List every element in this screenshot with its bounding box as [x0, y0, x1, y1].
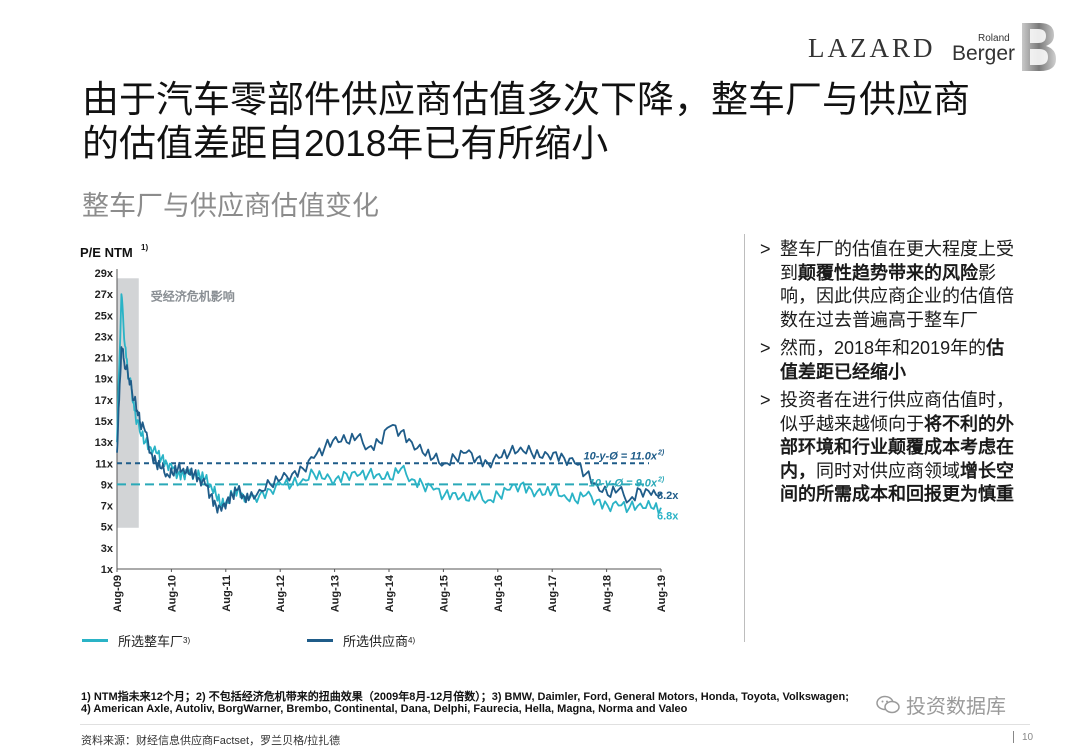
bullet-text: 影响，因此供应商企业的估值倍数在过去普遍高于整车厂 — [780, 262, 1014, 330]
lazard-logo: LAZARD — [808, 33, 936, 63]
b-logo-icon — [1022, 23, 1056, 71]
bullet-emphasis: 颠覆性趋势带来的风险 — [798, 262, 978, 283]
bullet-emphasis: 增长空间的所需成本和回报更为慎重 — [780, 460, 1014, 505]
divider-line — [744, 234, 745, 642]
y-tick-label: 23x — [95, 331, 114, 343]
bullet-item: > 然而，2018年和2019年的估值差距已经缩小 — [760, 337, 1020, 384]
y-axis-title-sup: 1) — [141, 243, 148, 252]
crisis-shaded-area — [117, 278, 139, 528]
x-tick-label: Aug-17 — [547, 575, 559, 612]
end-value-label: 8.2x — [657, 490, 679, 502]
roland-text: Roland — [978, 33, 1010, 44]
berger-text: Berger — [952, 42, 1016, 65]
x-tick-label: Aug-12 — [275, 575, 287, 612]
y-tick-label: 21x — [95, 353, 114, 365]
supplier-series-line — [116, 346, 662, 514]
footer-divider — [80, 724, 1030, 725]
reference-label-sup: 2) — [657, 449, 665, 456]
page-title: 由于汽车零部件供应商估值多次下降，整车厂与供应商 的估值差距自2018年已有所缩… — [82, 78, 1022, 166]
footnote-1: 1) NTM指未来12个月；2) 不包括经济危机带来的扭曲效果（2009年8月-… — [81, 691, 849, 703]
y-tick-label: 29x — [95, 268, 114, 280]
bullet-item: > 投资者在进行供应商估值时，似乎越来越倾向于将不利的外部环境和行业颠覆成本考虑在… — [760, 389, 1020, 507]
legend-supplier-swatch — [307, 639, 333, 642]
legend-oem-sup: 3) — [183, 636, 191, 645]
y-tick-label: 9x — [101, 479, 114, 491]
end-value-label: 6.8x — [657, 511, 679, 523]
y-tick-label: 7x — [101, 501, 114, 513]
footnote-2: 4) American Axle, Autoliv, BorgWarner, B… — [81, 703, 688, 715]
oem-series-line — [116, 293, 662, 515]
x-tick-label: Aug-19 — [656, 575, 668, 612]
bullet-text: 投资者在进行供应商估值时，似乎越来越倾向于 — [780, 390, 1014, 434]
roland-berger-logo: Roland Berger — [952, 23, 1062, 79]
x-tick-label: Aug-14 — [384, 574, 396, 612]
crisis-label: 受经济危机影响 — [151, 288, 235, 303]
x-tick-label: Aug-11 — [221, 575, 233, 612]
y-tick-label: 19x — [95, 374, 114, 386]
y-axis-title: P/E NTM — [80, 245, 133, 260]
bullet-mark: > — [760, 338, 771, 358]
bullet-text: 整车厂的估值在更大程度上受到 — [780, 239, 1014, 283]
y-tick-label: 5x — [101, 522, 114, 534]
wechat-icon — [876, 695, 900, 713]
bullet-item: > 整车厂的估值在更大程度上受到颠覆性趋势带来的风险影响，因此供应商企业的估值倍数… — [760, 238, 1020, 332]
y-tick-label: 15x — [95, 416, 114, 428]
y-tick-label: 3x — [101, 543, 114, 555]
bullet-text: 同时对供应商领域 — [816, 460, 960, 481]
legend-oem-swatch — [82, 639, 108, 642]
x-tick-label: Aug-09 — [112, 575, 124, 612]
x-tick-label: Aug-13 — [330, 575, 342, 612]
bullet-mark: > — [760, 390, 771, 410]
legend-supplier: 所选供应商 4) — [307, 631, 415, 650]
source-note: 资料来源：财经信息供应商Factset，罗兰贝格/拉扎德 — [81, 735, 341, 747]
legend-oem: 所选整车厂 3) — [82, 631, 190, 650]
title-line-2: 的估值差距自2018年已有所缩小 — [82, 123, 609, 164]
reference-label: 10-y-Ø = 11.0x — [584, 450, 658, 462]
title-line-1: 由于汽车零部件供应商估值多次下降，整车厂与供应商 — [82, 79, 970, 120]
legend-supplier-sup: 4) — [408, 636, 416, 645]
y-tick-label: 1x — [101, 564, 114, 576]
y-tick-label: 11x — [95, 458, 114, 470]
y-tick-label: 17x — [95, 395, 114, 407]
page-subtitle: 整车厂与供应商估值变化 — [82, 191, 379, 221]
page-number-bar — [1013, 731, 1014, 743]
bullet-emphasis: 将不利的外部环境和行业颠覆成本考虑在内， — [780, 413, 1014, 481]
watermark-text: 投资数据库 — [906, 696, 1006, 718]
reference-label: 10-y-Ø = 9.0x — [589, 477, 658, 489]
bullet-mark: > — [760, 239, 771, 259]
x-tick-label: Aug-10 — [166, 575, 178, 612]
legend-supplier-label: 所选供应商 — [343, 634, 409, 649]
bullet-list: > 整车厂的估值在更大程度上受到颠覆性趋势带来的风险影响，因此供应商企业的估值倍数… — [760, 238, 1020, 512]
x-tick-label: Aug-15 — [438, 575, 450, 612]
y-tick-label: 25x — [95, 310, 114, 322]
y-tick-label: 27x — [95, 289, 114, 301]
bullet-text: 然而，2018年和2019年的 — [780, 338, 987, 358]
legend-oem-label: 所选整车厂 — [118, 634, 184, 649]
y-tick-label: 13x — [95, 437, 114, 449]
pe-line-chart: P/E NTM 1) 受经济危机影响 29x 27x 25x 23x 21x 19x 17x 15x… — [80, 243, 679, 612]
x-tick-label: Aug-16 — [493, 575, 505, 612]
x-tick-label: Aug-18 — [602, 575, 614, 612]
watermark: 投资数据库 — [876, 690, 1006, 719]
bullet-emphasis: 估值差距已经缩小 — [780, 338, 1005, 382]
reference-label-sup: 2) — [657, 476, 665, 483]
page-number: 10 — [1022, 732, 1034, 743]
